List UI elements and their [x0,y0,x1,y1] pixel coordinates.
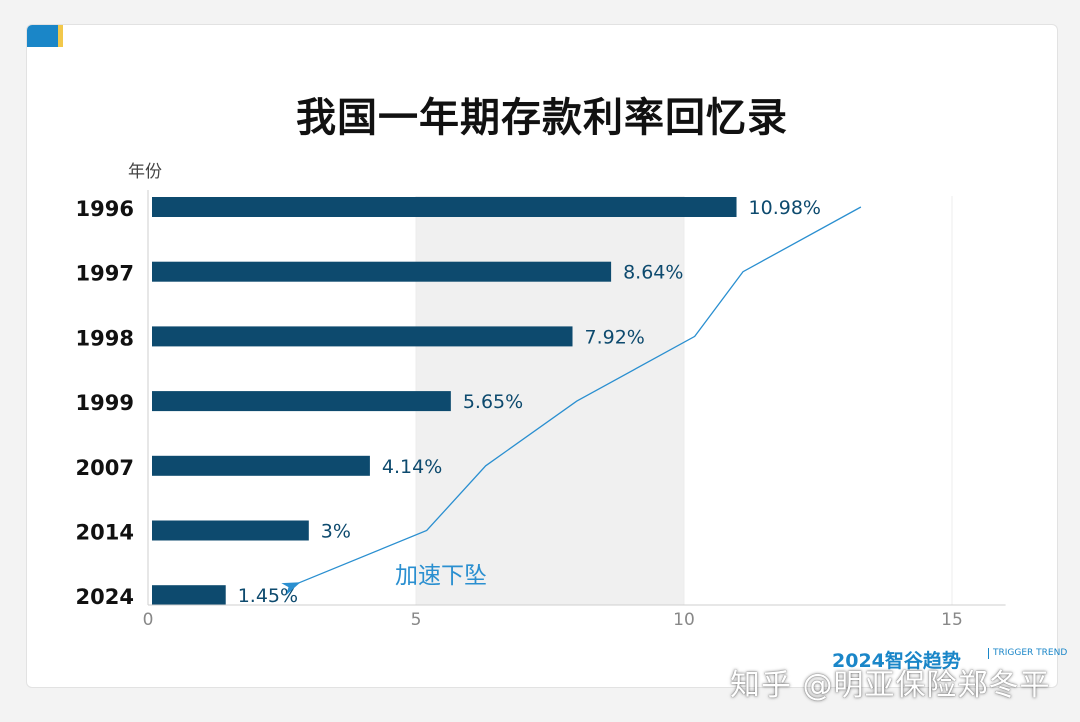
y-tick-label: 1998 [76,326,134,350]
bar-2007 [152,455,370,476]
data-label: 1.45% [238,585,298,607]
annotation-label: 加速下坠 [395,563,487,589]
y-tick-label: 2014 [76,521,134,545]
x-tick-label: 10 [673,610,695,630]
data-label: 7.92% [585,326,645,348]
bar-2014 [152,520,309,541]
y-tick-label: 2007 [76,456,134,480]
chart-title: 我国一年期存款利率回忆录 [296,95,788,141]
shaded-band [416,196,684,605]
bar-1998 [152,326,573,347]
brand-logo-text: 2024智谷趋势 [832,650,961,672]
y-axis-title: 年份 [128,162,162,182]
bar-2024 [152,585,226,606]
data-label: 5.65% [463,391,523,413]
bar-1999 [152,391,451,412]
corner-logo-mark [27,25,63,47]
bar-1997 [152,261,612,282]
y-tick-label: 1999 [76,391,134,415]
watermark: 知乎 @明亚保险郑冬平 [730,668,1051,703]
bar-1996 [152,197,737,217]
y-tick-label: 1996 [76,197,134,221]
brand-subtitle: TRIGGER TREND [988,648,1067,659]
y-tick-label: 2024 [76,585,134,609]
trend-line [281,206,862,596]
x-tick-label: 15 [941,610,963,630]
y-tick-label: 1997 [76,262,134,286]
data-label: 8.64% [623,262,683,284]
data-label: 4.14% [382,456,442,478]
data-label: 3% [321,521,351,543]
data-label: 10.98% [749,197,821,219]
x-tick-label: 5 [411,610,422,630]
x-tick-label: 0 [143,610,154,630]
